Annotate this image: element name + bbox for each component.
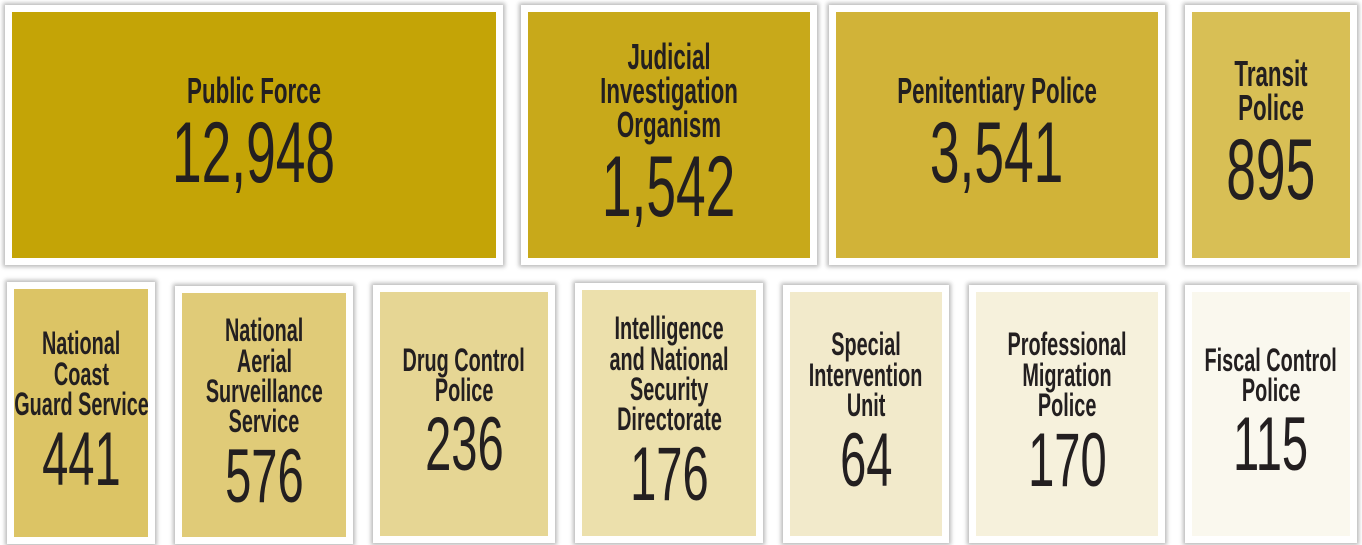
tile-label: Transit — [1234, 52, 1308, 94]
tile-label: Intelligence — [614, 310, 724, 347]
tile: Drug Control Police 236 — [373, 285, 555, 543]
tile-value: 115 — [1233, 402, 1309, 488]
tile-value: 64 — [839, 417, 893, 503]
tile-value: 176 — [629, 431, 709, 517]
tile-label: Police — [1238, 87, 1304, 128]
tile-value: 236 — [424, 402, 504, 488]
tile-label: Unit — [846, 387, 886, 424]
tile-label: National — [224, 312, 304, 349]
tile-label: Migration — [1022, 356, 1112, 393]
tile-value: 1,542 — [602, 139, 736, 236]
tile: Special Intervention Unit 64 — [783, 285, 949, 543]
tile-label: Organism — [616, 104, 722, 146]
tile-label: Penitentiary Police — [897, 69, 1097, 111]
tile: Penitentiary Police 3,541 — [829, 5, 1165, 265]
tile-label: Fiscal Control — [1204, 341, 1338, 378]
tile-value: 170 — [1027, 417, 1107, 503]
tile-label: Police — [1241, 372, 1301, 408]
tile-label: Police — [434, 372, 494, 408]
tile-label: Coast — [53, 355, 109, 392]
tile: Intelligence and National Security Director… — [575, 283, 763, 543]
tile: Professional Migration Police 170 — [969, 285, 1165, 543]
tile-value: 12,948 — [172, 105, 336, 202]
tile-label: Judicial — [627, 35, 711, 77]
tile-label: National — [41, 325, 121, 362]
tile-label: Drug Control — [402, 341, 526, 378]
tile-label: Service — [228, 403, 300, 440]
tile-label: Investigation — [600, 69, 738, 111]
tile-label: Public Force — [187, 69, 321, 111]
tile: Fiscal Control Police 115 — [1185, 285, 1357, 543]
tile-label: Security — [629, 371, 709, 407]
tile-value: 895 — [1226, 122, 1316, 219]
tile-label: Intervention — [809, 356, 923, 393]
tile-label: Aerial — [236, 342, 292, 379]
tile: Public Force 12,948 — [5, 5, 503, 265]
tile: National Aerial Surveillance Service 576 — [175, 286, 353, 544]
tile-value: 441 — [41, 416, 121, 502]
tile-label: and National — [609, 340, 729, 377]
tile-label: Directorate — [616, 401, 722, 438]
tile-label: Special — [831, 326, 901, 363]
tile: National Coast Guard Service 441 — [7, 282, 155, 544]
tile-label: Police — [1037, 387, 1097, 424]
tile: Judicial Investigation Organism 1,542 — [521, 5, 817, 265]
tile: Transit Police 895 — [1185, 5, 1357, 265]
tile-value: 576 — [224, 433, 304, 519]
tile-value: 3,541 — [930, 105, 1064, 202]
tile-label: Surveillance — [205, 373, 323, 409]
tile-label: Professional — [1007, 326, 1127, 363]
tile-label: Guard Service — [13, 386, 149, 423]
